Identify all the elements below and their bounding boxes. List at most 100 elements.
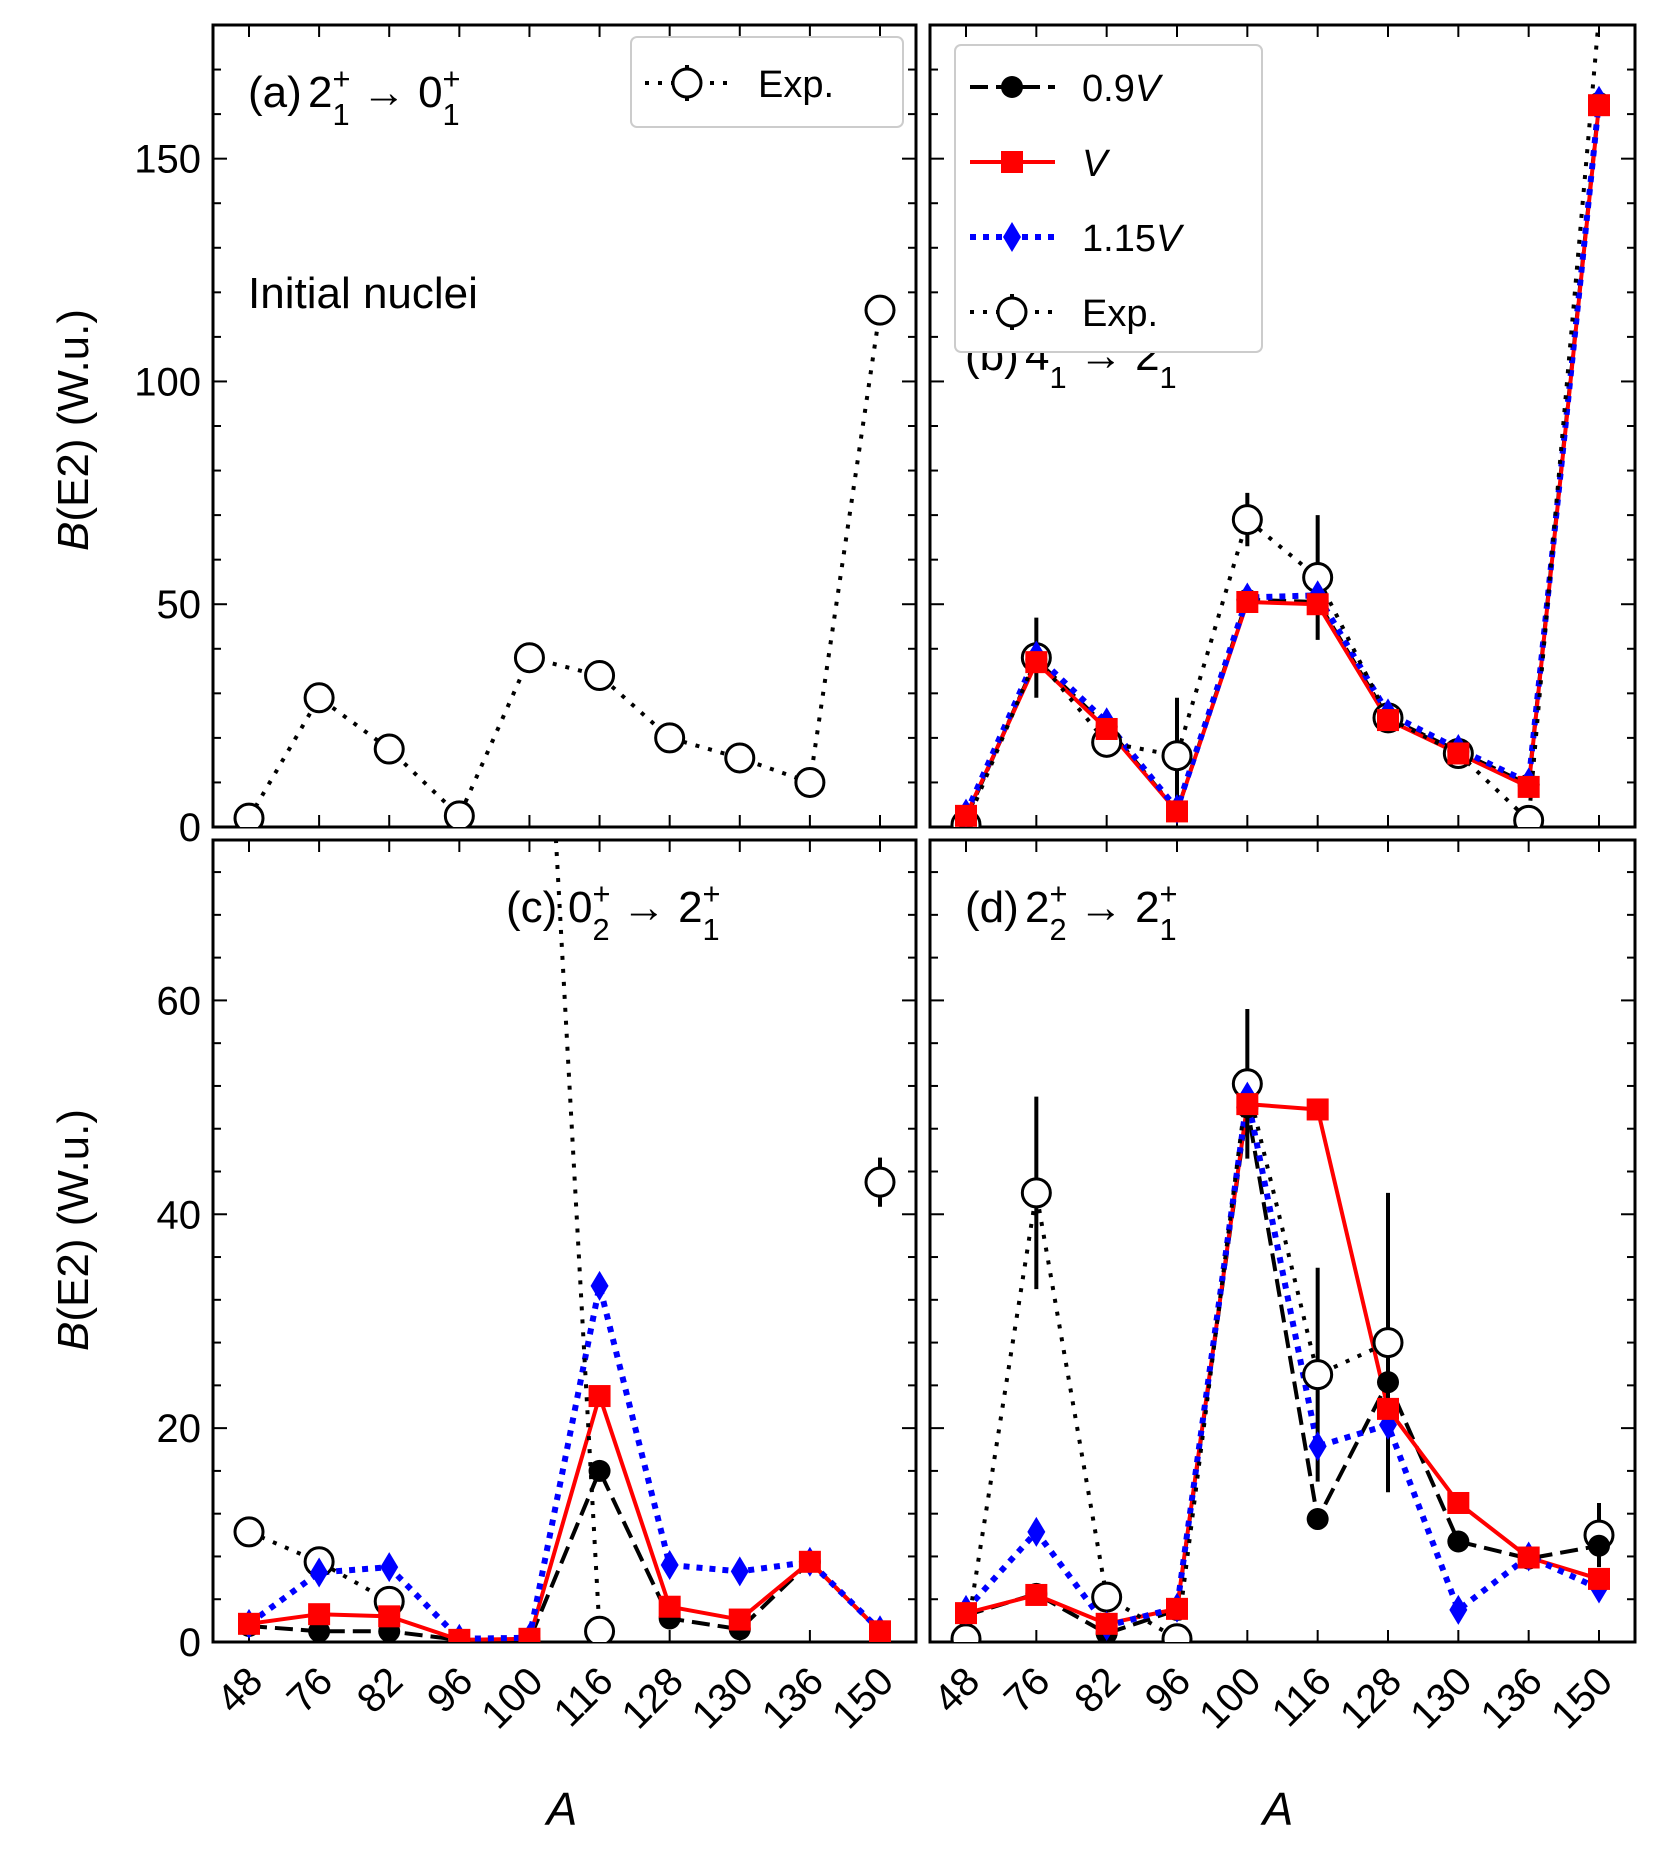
- x-tick-label: 136: [1473, 1659, 1551, 1737]
- plot-area-a: [233, 294, 896, 827]
- y-tick-label: 0: [179, 806, 201, 850]
- transition-label-c-part: +: [703, 876, 721, 911]
- legend-label-exp: Exp.: [1082, 293, 1158, 335]
- data-point-v: [1517, 775, 1540, 798]
- data-point-v: [588, 1385, 611, 1408]
- x-tick-label: 76: [996, 1659, 1059, 1722]
- legend-label-v: V: [1082, 143, 1111, 185]
- data-point-exp: [584, 660, 616, 692]
- y-axis-title-bottom-b: B: [49, 1322, 98, 1351]
- transition-label-c-part: 0: [568, 883, 592, 932]
- data-point-v: [1447, 742, 1470, 765]
- data-point-v: [448, 1628, 471, 1642]
- y-tick-label: 60: [157, 979, 202, 1023]
- data-point-v: [518, 1627, 541, 1642]
- data-point-v: [1306, 593, 1329, 616]
- data-point-exp: [794, 766, 826, 798]
- x-tick-label: 76: [279, 1659, 342, 1722]
- data-point-exp: [950, 1623, 982, 1642]
- x-tick-label: 150: [1543, 1659, 1621, 1737]
- data-point-exp: [303, 682, 335, 714]
- plot-area-d: [950, 1008, 1615, 1642]
- y-axis-title-top-rest: (E2) (W.u.): [49, 309, 98, 522]
- legend-label-italic: V: [1156, 218, 1185, 260]
- legend-label-text: 0.9: [1082, 68, 1135, 110]
- y-tick-label: 150: [134, 138, 201, 182]
- panel-label-c: (c): [506, 883, 557, 932]
- data-point-v09: [1588, 1534, 1610, 1557]
- data-point-exp: [1161, 740, 1193, 772]
- data-point-exp: [1161, 1623, 1193, 1642]
- data-point-v: [1166, 800, 1188, 823]
- legend-label-italic: V: [1135, 68, 1164, 110]
- data-point-v: [1588, 1567, 1610, 1590]
- transition-label-a: 2+ 1 → 0+ 1: [308, 61, 461, 132]
- series-line-v: [965, 1102, 1600, 1626]
- series-line-exp: [964, 25, 1601, 826]
- y-axis-title-bottom-rest: (E2) (W.u.): [49, 1109, 98, 1322]
- transition-label-d: 2+ 2 → 2+ 1: [1025, 876, 1178, 947]
- data-point-exp: [1513, 804, 1545, 827]
- data-point-v: [1025, 651, 1048, 674]
- transition-label-c-part: 1: [703, 912, 720, 947]
- x-tick-label: 82: [1066, 1659, 1129, 1722]
- x-tick-label: 130: [1402, 1659, 1480, 1737]
- data-point-v09: [1306, 1508, 1329, 1531]
- transition-label-c-part: → 2: [610, 883, 703, 932]
- data-point-v: [1236, 1093, 1259, 1116]
- data-point-v: [728, 1608, 751, 1631]
- y-tick-label: 0: [179, 1621, 201, 1665]
- data-point-v115: [380, 1552, 399, 1583]
- data-point-exp: [233, 802, 265, 827]
- y-axis-title-top: B(E2) (W.u.): [49, 309, 98, 551]
- data-point-exp: [1020, 1177, 1052, 1209]
- x-tick-label: 100: [473, 1659, 551, 1737]
- data-point-v: [1166, 1597, 1188, 1620]
- data-point-v09: [308, 1620, 331, 1642]
- data-point-exp: [864, 1166, 896, 1198]
- data-point-v: [1025, 1583, 1048, 1606]
- transition-label-d-part: +: [1049, 876, 1067, 911]
- data-point-v115: [660, 1550, 679, 1581]
- y-tick-label: 20: [157, 1407, 202, 1451]
- data-point-v: [1447, 1491, 1470, 1514]
- legend-marker-v: [1001, 151, 1023, 173]
- y-axis-title-bottom: B(E2) (W.u.): [49, 1109, 98, 1351]
- transition-label-b-part: 1: [1160, 360, 1177, 395]
- legend-marker-v115: [1003, 222, 1021, 252]
- data-point-exp: [1091, 1581, 1123, 1613]
- series-line-v: [964, 104, 1601, 817]
- data-point-v: [1377, 709, 1399, 732]
- legend-label-text: 1.15: [1082, 218, 1156, 260]
- x-tick-label: 130: [684, 1659, 762, 1737]
- series-line-v09: [965, 1105, 1600, 1636]
- legend-a: Exp.: [630, 36, 904, 128]
- y-tick-label: 100: [134, 360, 201, 404]
- transition-label-a-part: +: [332, 61, 350, 96]
- legend-marker-exp: [671, 67, 703, 99]
- data-point-exp: [373, 733, 405, 765]
- legend-frame-a: [630, 36, 904, 128]
- data-point-v: [658, 1595, 681, 1618]
- panel-frame-c: [211, 838, 918, 1644]
- data-point-exp: [1231, 504, 1263, 536]
- legend-label-exp: Exp.: [758, 64, 834, 106]
- x-tick-label: 82: [349, 1659, 412, 1722]
- x-tick-label: 150: [824, 1659, 902, 1737]
- x-tick-label: 48: [209, 1659, 272, 1722]
- data-point-v: [955, 1602, 977, 1625]
- legend-label-v115: 1.15V: [1082, 218, 1185, 260]
- x-tick-label: 48: [926, 1659, 989, 1722]
- legend-frame-b: [954, 44, 1263, 353]
- data-point-v115: [310, 1557, 329, 1588]
- data-point-exp: [724, 742, 756, 774]
- data-point-v115: [590, 1270, 609, 1301]
- data-point-v: [1095, 1612, 1118, 1635]
- data-point-v: [1095, 717, 1118, 740]
- legend-marker-v09: [1001, 76, 1023, 98]
- transition-label-d-part: 2: [1049, 912, 1066, 947]
- transition-label-a-part: 2: [308, 68, 332, 117]
